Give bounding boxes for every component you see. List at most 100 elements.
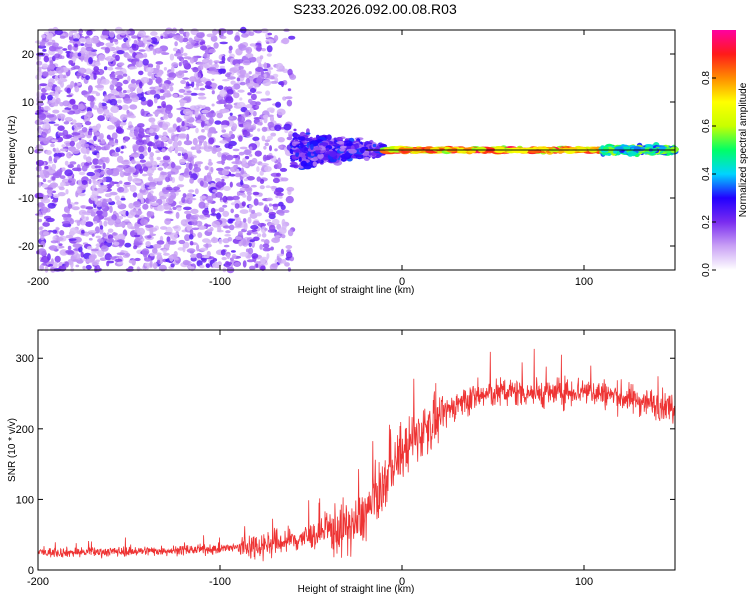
snr-xtick-label: 100 <box>575 576 593 588</box>
spectrogram-cell <box>134 214 140 218</box>
spectrogram-cell <box>280 177 289 182</box>
spectrogram-cell <box>207 228 213 233</box>
spectrogram-cell <box>230 166 237 173</box>
spectrogram-cell <box>69 140 76 147</box>
spectrogram-cell <box>93 172 101 178</box>
spectrogram-cell <box>155 252 162 255</box>
spectrogram-cell <box>202 53 210 59</box>
spectrogram-cell <box>93 135 97 142</box>
spectrogram-cell <box>149 152 154 157</box>
spectrogram-cell <box>155 61 164 65</box>
spectrogram-cell <box>207 239 212 245</box>
spectrogram-cell <box>64 116 73 121</box>
spectrogram-cell <box>54 29 63 36</box>
spectrogram-cell <box>191 227 200 231</box>
spectrogram-cell <box>262 247 271 252</box>
spectrogram-cell <box>169 53 175 61</box>
spectrogram-cell <box>159 95 166 100</box>
spectrogram-cell <box>241 184 250 189</box>
spectrogram-cell <box>116 252 126 256</box>
spectrogram-cell <box>95 235 102 239</box>
spectrogram-cell <box>287 68 293 76</box>
spectrogram-cell <box>260 98 269 102</box>
spectrogram-cell <box>221 108 230 114</box>
spectrogram-cell <box>232 123 238 131</box>
spectrogram-cell <box>65 249 74 254</box>
spectrogram-cell <box>254 261 262 264</box>
spectrogram-cell <box>43 169 47 175</box>
spectrogram-cell <box>66 94 73 98</box>
spectrogram-cell <box>249 265 256 270</box>
spectrogram-cell <box>247 216 252 224</box>
spectrogram-cell <box>203 145 213 152</box>
spectrogram-cell <box>134 161 141 164</box>
spectrogram-cell <box>53 194 60 199</box>
spectrogram-cell <box>239 81 246 86</box>
spectrogram-cell <box>165 226 173 234</box>
spectrogram-cell <box>240 167 245 175</box>
spectrogram-cell <box>93 66 100 72</box>
spectrogram-cell <box>219 140 228 144</box>
spectrogram-cell <box>47 202 56 209</box>
spectrogram-cell <box>194 110 199 118</box>
spectrogram-cell <box>627 151 637 156</box>
spectrogram-cell <box>281 234 286 239</box>
spectrogram-cell <box>99 133 104 140</box>
spectrogram-cell <box>86 30 93 36</box>
spectrogram-cell <box>116 99 122 104</box>
spectrogram-cell <box>184 86 191 89</box>
spectrogram-cell <box>165 107 172 114</box>
spectrogram-cell <box>165 197 174 204</box>
spectrogram-cell <box>281 223 287 230</box>
spectrogram-cell <box>200 121 205 128</box>
spectrogram-cell <box>325 147 330 152</box>
spectrogram-cell <box>84 91 92 94</box>
spectrogram-cell <box>259 244 263 250</box>
spectrogram-cell <box>263 205 267 212</box>
spectrogram-cell <box>88 57 93 65</box>
spectrogram-cell <box>104 193 112 198</box>
spectrogram-cell <box>227 76 236 80</box>
spectrogram-cell <box>35 165 42 172</box>
spectrogram-cell <box>150 202 159 206</box>
spectrogram-cell <box>107 218 115 226</box>
spectrogram-cell <box>260 239 265 242</box>
spectrogram-cell <box>163 163 167 169</box>
spectrogram-cell <box>91 260 100 266</box>
spectrogram-cell <box>249 146 253 151</box>
spectrogram-cell <box>142 58 149 66</box>
spectrogram-cell <box>55 236 64 241</box>
spectrogram-cell <box>82 265 86 270</box>
spectrogram-cell <box>222 79 230 82</box>
spectrogram-cell <box>73 33 80 40</box>
spectrogram-cell <box>229 173 236 177</box>
spectrogram-cell <box>135 60 139 68</box>
spectrogram-cell <box>44 187 53 190</box>
spectrogram-cell <box>264 142 269 147</box>
spectrogram-cell <box>90 37 100 44</box>
spectrogram-cell <box>67 245 72 251</box>
spectrogram-cell <box>164 210 173 214</box>
spectrogram-cell <box>106 125 116 130</box>
spectrogram-cell <box>205 120 209 124</box>
spectrogram-cell <box>85 216 89 221</box>
spectrogram-cell <box>256 121 263 126</box>
spectrogram-cell <box>147 146 152 153</box>
spectrogram-cell <box>40 92 49 96</box>
spectrogram-cell <box>139 168 144 174</box>
spectrogram-cell <box>154 134 159 140</box>
spectrogram-cell <box>168 72 177 79</box>
spectrogram-cell <box>163 252 170 256</box>
spectrogram-cell <box>227 218 234 224</box>
spectrogram-cell <box>103 220 108 227</box>
spectrogram-cell <box>156 259 161 264</box>
spectrogram-cell <box>144 257 152 262</box>
spectrogram-cell <box>256 176 262 182</box>
spectrogram-cell <box>166 236 171 243</box>
spectrogram-cell <box>254 150 262 157</box>
spectrogram-cell <box>246 194 252 202</box>
spectrogram-cell <box>163 206 170 210</box>
spectrogram-cell <box>206 33 215 38</box>
spectrogram-cell <box>133 180 142 184</box>
